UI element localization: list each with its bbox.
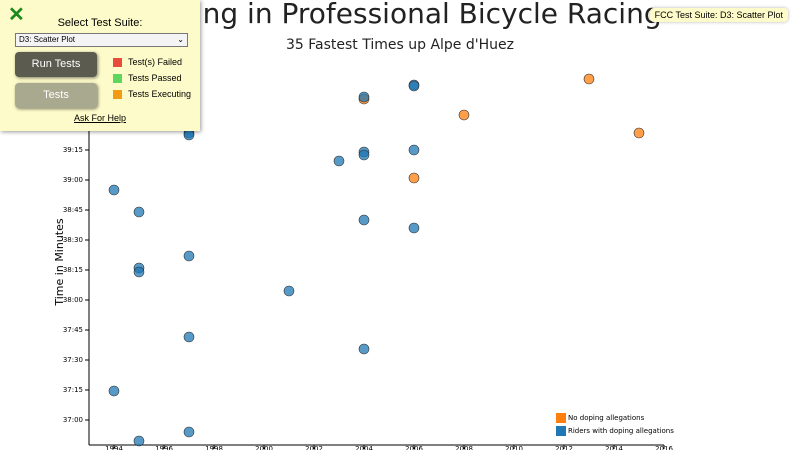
x-tick-label: 2006 — [405, 445, 423, 450]
y-tick-label: 39:00 — [63, 176, 83, 184]
data-point — [133, 435, 145, 447]
y-tick-label: 39:15 — [63, 146, 83, 154]
data-point — [408, 172, 420, 184]
data-point — [583, 73, 595, 85]
x-tick-label: 2012 — [555, 445, 573, 450]
status-label: Test(s) Failed — [128, 57, 183, 67]
select-arrow: ⌄ — [177, 35, 184, 44]
legend-swatch — [556, 426, 566, 436]
data-point — [458, 109, 470, 121]
status-item: Tests Executing — [113, 89, 192, 100]
tests-button[interactable]: Tests — [15, 83, 97, 108]
run-tests-button[interactable]: Run Tests — [15, 52, 97, 77]
data-point — [133, 206, 145, 218]
data-point — [183, 250, 195, 262]
x-tick-label: 2002 — [305, 445, 323, 450]
y-tick-label: 38:00 — [63, 296, 83, 304]
x-tick-label: 1998 — [205, 445, 223, 450]
data-point — [358, 91, 370, 103]
x-tick-label: 2010 — [505, 445, 523, 450]
status-label: Tests Passed — [128, 73, 182, 83]
data-point — [283, 285, 295, 297]
x-tick-label: 2016 — [655, 445, 673, 450]
chart-title: Doping in Professional Bicycle Racing — [138, 0, 661, 30]
status-swatch — [113, 58, 122, 68]
close-icon[interactable]: ✕ — [8, 4, 25, 26]
status-item: Test(s) Failed — [113, 57, 183, 68]
y-tick-label: 38:15 — [63, 266, 83, 274]
y-tick-label: 37:15 — [63, 386, 83, 394]
legend-swatch — [556, 413, 566, 423]
status-swatch — [113, 74, 122, 84]
x-tick-label: 2004 — [355, 445, 373, 450]
data-point — [183, 331, 195, 343]
y-tick-label: 37:00 — [63, 416, 83, 424]
data-point — [333, 155, 345, 167]
data-point — [358, 214, 370, 226]
y-tick-label: 37:45 — [63, 326, 83, 334]
panel-heading: Select Test Suite: — [57, 17, 143, 29]
status-item: Tests Passed — [113, 73, 182, 84]
data-point — [108, 385, 120, 397]
status-label: Tests Executing — [128, 89, 192, 99]
chart-subtitle: 35 Fastest Times up Alpe d'Huez — [286, 37, 514, 53]
x-tick-label: 2008 — [455, 445, 473, 450]
suite-select[interactable]: D3: Scatter Plot ⌄ — [15, 33, 188, 47]
x-tick-label: 1994 — [105, 445, 123, 450]
legend-label: No doping allegations — [568, 414, 645, 422]
legend-label: Riders with doping allegations — [568, 427, 674, 435]
data-point — [358, 149, 370, 161]
y-tick-label: 38:45 — [63, 206, 83, 214]
y-tick-label: 38:30 — [63, 236, 83, 244]
data-point — [408, 222, 420, 234]
data-point — [408, 144, 420, 156]
test-panel: ✕ Select Test Suite: D3: Scatter Plot ⌄ R… — [0, 0, 200, 131]
data-point — [183, 426, 195, 438]
data-point — [408, 80, 420, 92]
x-tick-label: 1996 — [155, 445, 173, 450]
help-link[interactable]: Ask For Help — [73, 113, 126, 123]
y-tick-label: 37:30 — [63, 356, 83, 364]
x-tick-label: 2014 — [605, 445, 623, 450]
y-axis-label: Time in Minutes — [53, 218, 66, 307]
data-point — [133, 266, 145, 278]
select-value: D3: Scatter Plot — [19, 35, 76, 44]
data-point — [183, 129, 195, 141]
suite-badge: FCC Test Suite: D3: Scatter Plot — [649, 8, 788, 22]
data-point — [108, 184, 120, 196]
status-swatch — [113, 90, 122, 100]
data-point — [358, 343, 370, 355]
data-point — [633, 127, 645, 139]
x-tick-label: 2000 — [255, 445, 273, 450]
